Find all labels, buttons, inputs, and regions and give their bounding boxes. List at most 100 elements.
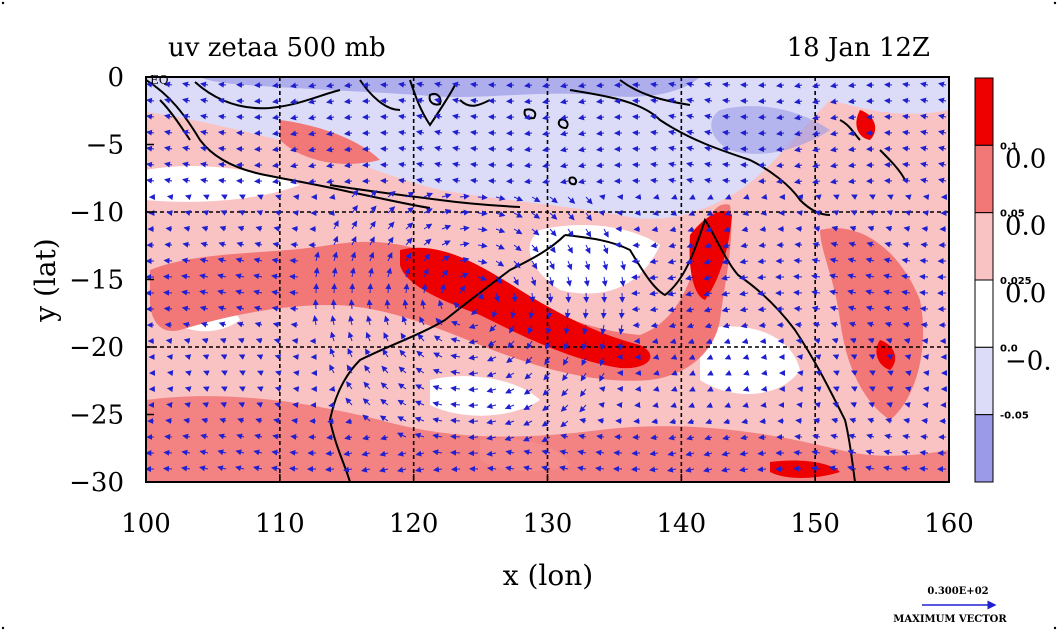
wind-vector-arrow (470, 113, 479, 120)
wind-vector-arrow (450, 449, 461, 456)
y-axis-label: y (lat) (29, 238, 62, 322)
wind-vector-arrow (904, 386, 912, 393)
wind-vector-arrow (524, 82, 533, 89)
wind-vector-arrow (722, 177, 731, 184)
wind-vector-arrow (328, 402, 335, 408)
wind-vector-arrow (938, 145, 947, 152)
wind-vector-arrow (414, 400, 425, 407)
wind-vector-arrow (434, 97, 443, 104)
wind-vector-arrow (812, 178, 821, 185)
wind-vector-arrow (919, 465, 929, 472)
corner-dot (1053, 1, 1057, 5)
wind-vector-arrow (722, 129, 731, 136)
wind-vector-arrow (384, 299, 391, 310)
wind-vector-arrow (459, 193, 470, 200)
x-tick-label: 150 (790, 509, 840, 539)
wind-vector-arrow (739, 290, 749, 297)
wind-vector-arrow (938, 177, 947, 184)
wind-vector-arrow (904, 354, 912, 361)
wind-vector-arrow (724, 354, 732, 360)
wind-vector-arrow (450, 337, 461, 344)
wind-vector-arrow (217, 273, 227, 280)
coastline-sulawesi (409, 79, 491, 127)
wind-vector-arrow (330, 315, 337, 326)
wind-vector-arrow (578, 433, 587, 440)
y-tick-label: −20 (69, 333, 124, 363)
wind-vector-arrow (650, 242, 659, 249)
wind-vector-arrow (184, 386, 192, 393)
wind-vector-arrow (146, 145, 155, 152)
wind-vector-arrow (776, 82, 785, 89)
wind-vector-arrow (290, 130, 299, 137)
wind-vector-arrow (415, 384, 425, 390)
wind-vector-arrow (289, 305, 299, 312)
wind-vector-arrow (919, 257, 929, 264)
wind-vector-arrow (452, 97, 461, 104)
wind-vector-arrow (598, 386, 606, 393)
wind-vector-arrow (253, 289, 263, 296)
wind-vector-arrow (602, 244, 609, 255)
wind-vector-arrow (668, 177, 677, 184)
wind-vector-arrow (271, 273, 281, 280)
corner-dot (1053, 626, 1057, 630)
wind-vector-arrow (848, 241, 857, 248)
wind-vector-arrow (432, 433, 443, 440)
wind-vector-arrow (166, 354, 173, 361)
wind-vector-arrow (200, 321, 209, 328)
wind-vector-arrow (274, 354, 282, 360)
wind-vector-arrow (441, 208, 452, 215)
wind-vector-arrow (271, 289, 281, 296)
wind-vector-arrow (560, 146, 569, 153)
wind-vector-arrow (331, 267, 338, 278)
wind-vector-arrow (739, 258, 749, 265)
wind-vector-arrow (181, 289, 191, 296)
wind-vector-arrow (272, 321, 281, 328)
wind-vector-arrow (505, 372, 515, 379)
wind-vector-arrow (459, 241, 470, 248)
wind-vector-arrow (811, 273, 821, 280)
wind-vector-arrow (257, 370, 264, 377)
wind-vector-arrow (183, 337, 191, 344)
wind-vector-arrow (494, 292, 500, 303)
wind-vector-arrow (598, 402, 605, 408)
wind-vector-arrow (868, 386, 876, 392)
wind-vector-arrow (235, 257, 245, 264)
wind-vector-arrow (272, 130, 281, 137)
wind-vector-arrow (652, 385, 660, 392)
wind-vector-arrow (350, 235, 357, 246)
wind-vector-arrow (289, 257, 299, 264)
wind-vector-arrow (274, 210, 281, 216)
wind-vector-arrow (578, 82, 587, 89)
wind-vector-arrow (901, 273, 911, 280)
wind-vector-arrow (832, 354, 840, 360)
wind-vector-arrow (405, 252, 412, 262)
wind-vector-arrow (433, 335, 443, 342)
wind-vector-arrow (314, 251, 320, 262)
wind-vector-arrow (685, 258, 695, 265)
wind-vector-arrow (829, 289, 839, 296)
wind-vector-arrow (688, 354, 696, 360)
wind-vector-arrow (326, 114, 335, 121)
wind-vector-arrow (396, 432, 407, 439)
field-positive-band-north (280, 120, 380, 164)
wind-vector-arrow (796, 210, 803, 217)
wind-vector-arrow (619, 276, 626, 287)
wind-vector-arrow (883, 465, 893, 472)
wind-vector-arrow (531, 196, 541, 203)
wind-vector-arrow (255, 417, 263, 424)
wind-vector-arrow (849, 417, 857, 424)
wind-vector-arrow (793, 273, 803, 280)
wind-vector-arrow (669, 418, 677, 425)
wind-vector-arrow (398, 81, 407, 88)
wind-vector-arrow (218, 129, 227, 136)
wind-vector-arrow (721, 290, 731, 297)
wind-vector-arrow (441, 269, 449, 278)
wind-vector-arrow (351, 205, 358, 214)
wind-vector-arrow (796, 386, 804, 393)
wind-vector-arrow (332, 235, 339, 246)
wind-vector-arrow (578, 98, 587, 105)
wind-vector-arrow (650, 434, 659, 441)
wind-vector-arrow (650, 97, 659, 104)
wind-vector-arrow (704, 97, 713, 104)
wind-vector-arrow (200, 81, 209, 88)
